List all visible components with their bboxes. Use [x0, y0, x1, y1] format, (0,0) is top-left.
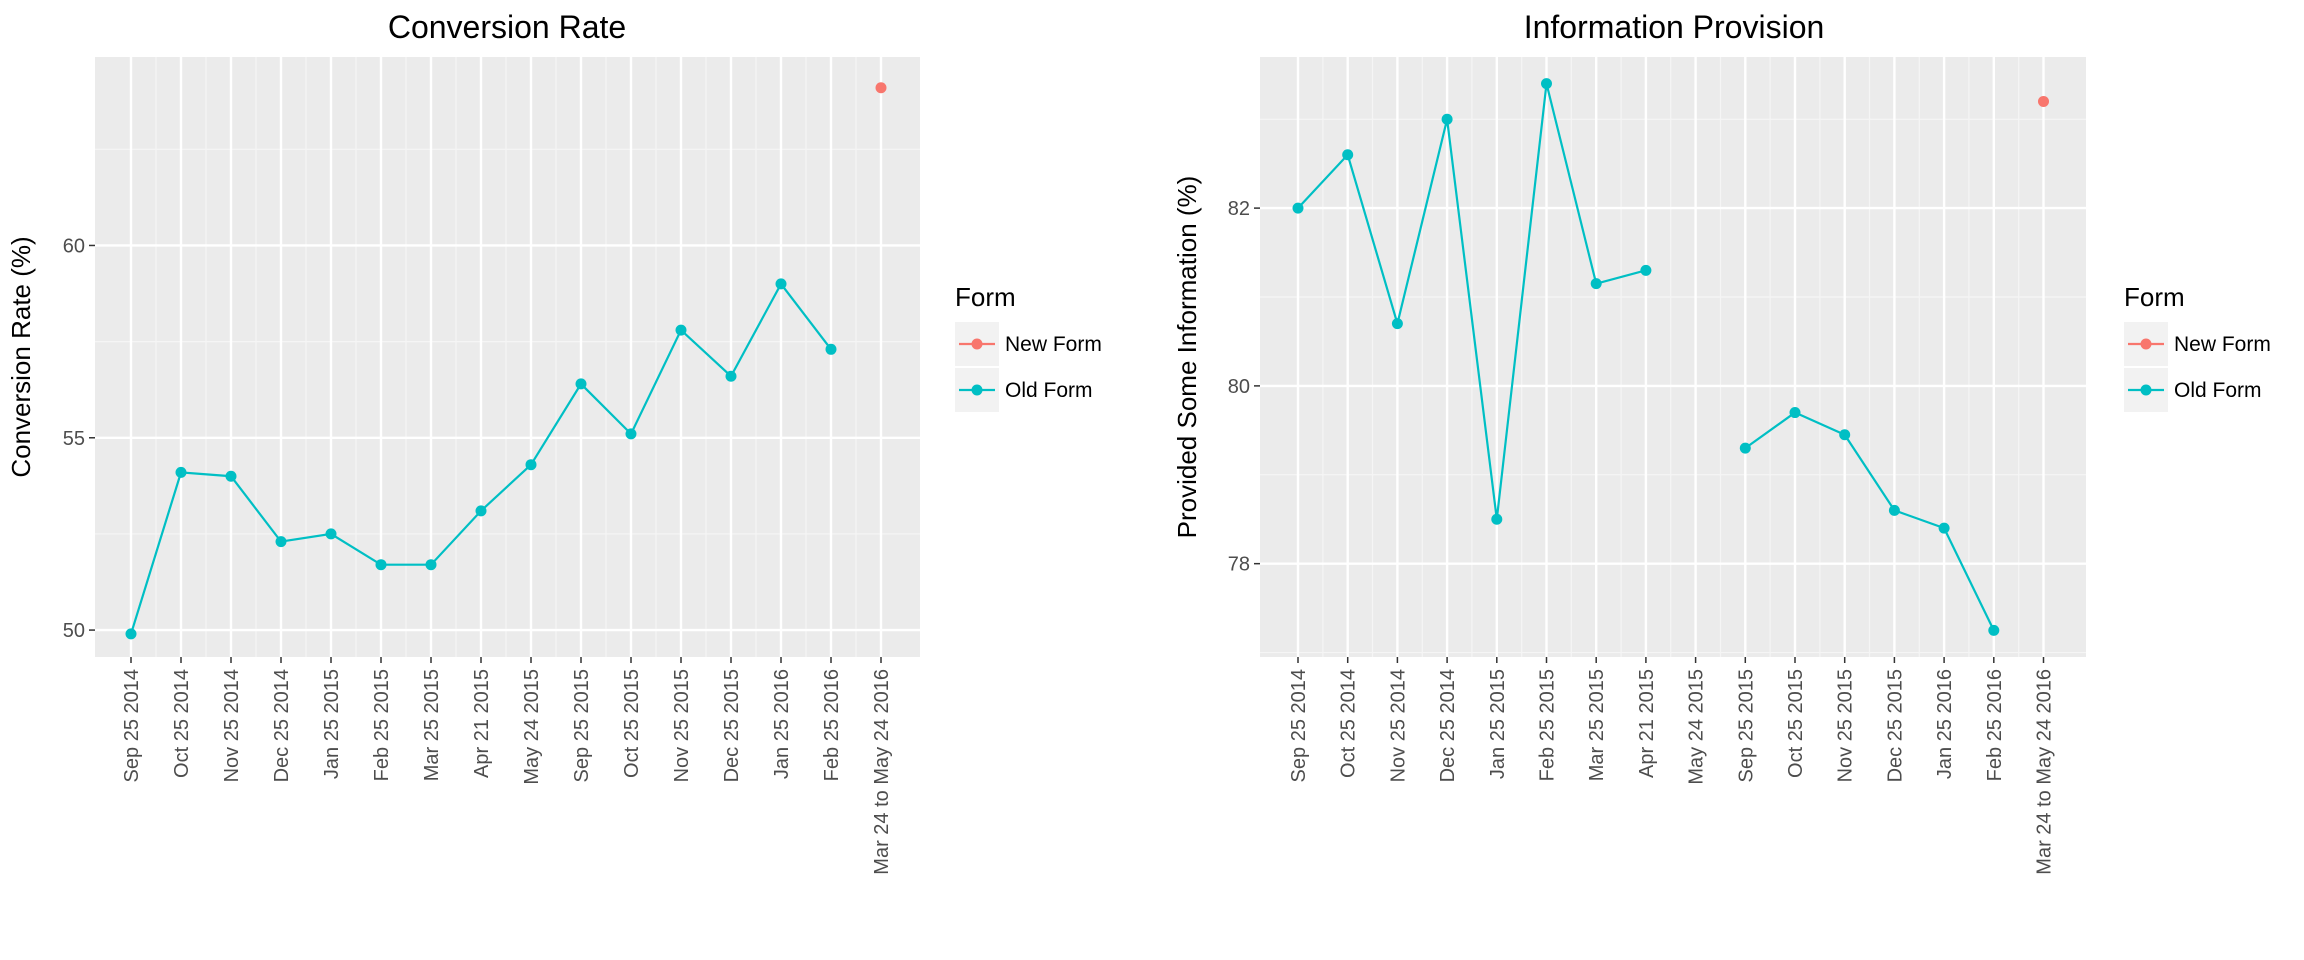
legend-key-point	[2140, 338, 2152, 350]
y-axis-label: Conversion Rate (%)	[6, 236, 36, 477]
x-tick-label: Dec 25 2014	[271, 669, 293, 782]
data-point-old-form	[175, 466, 187, 478]
x-tick-label: Oct 25 2014	[1338, 669, 1360, 778]
legend-label: Old Form	[1005, 379, 1093, 402]
x-tick-label: Oct 25 2015	[1785, 669, 1807, 778]
legend-label: New Form	[2174, 333, 2271, 356]
data-point-old-form	[725, 370, 737, 382]
x-tick-label: Sep 25 2014	[121, 669, 143, 782]
legend-title: Form	[2124, 282, 2185, 312]
x-tick-label: Dec 25 2015	[721, 669, 743, 782]
y-tick-label: 55	[63, 428, 85, 450]
x-tick-label: Apr 21 2015	[471, 669, 493, 778]
data-point-old-form	[1491, 513, 1503, 525]
x-tick-label: Nov 25 2015	[671, 669, 693, 782]
data-point-old-form	[425, 559, 437, 571]
x-tick-label: Feb 25 2016	[1984, 669, 2006, 781]
x-tick-label: Feb 25 2015	[1537, 669, 1559, 781]
data-point-old-form	[1640, 264, 1652, 276]
data-point-old-form	[675, 324, 687, 336]
data-point-old-form	[375, 559, 387, 571]
x-tick-label: Feb 25 2015	[371, 669, 393, 781]
data-point-new-form	[2038, 95, 2049, 107]
y-tick-label: 82	[1228, 198, 1250, 220]
x-tick-label: Apr 21 2015	[1636, 669, 1658, 778]
x-tick-label: Mar 24 to May 24 2016	[871, 669, 893, 875]
y-tick-label: 60	[63, 235, 85, 257]
x-tick-label: Sep 25 2014	[1288, 669, 1310, 782]
data-point-old-form	[225, 470, 237, 482]
x-tick-label: Sep 25 2015	[1735, 669, 1757, 782]
y-tick-label: 80	[1228, 376, 1250, 398]
data-point-new-form	[875, 82, 887, 94]
chart-2: Information Provision 78 80 82 Sep 25 2014 Oc…	[1172, 9, 2271, 875]
legend: Form New Form Old Form	[955, 282, 1102, 412]
y-tick-label: 78	[1228, 554, 1250, 576]
data-point-old-form	[125, 628, 137, 640]
data-point-old-form	[1739, 442, 1751, 454]
data-point-old-form	[1590, 278, 1602, 290]
data-point-old-form	[1292, 202, 1304, 214]
x-tick-label: Nov 25 2014	[1387, 669, 1409, 782]
x-tick-label: Sep 25 2015	[571, 669, 593, 782]
x-tick-label: Jan 25 2016	[1934, 669, 1956, 779]
x-tick-label: Nov 25 2015	[1835, 669, 1857, 782]
legend-title: Form	[955, 282, 1016, 312]
x-tick-label: May 24 2015	[1686, 669, 1708, 785]
data-point-old-form	[825, 343, 837, 355]
x-tick-label: May 24 2015	[521, 669, 543, 785]
x-tick-label: Mar 25 2015	[421, 669, 443, 781]
data-point-old-form	[575, 378, 587, 390]
data-point-old-form	[1888, 504, 1900, 516]
data-point-old-form	[1789, 407, 1801, 419]
x-tick-label: Nov 25 2014	[221, 669, 243, 782]
chart-title: Conversion Rate	[388, 9, 626, 45]
x-tick-label: Jan 25 2015	[321, 669, 343, 779]
data-point-old-form	[525, 459, 537, 471]
x-tick-label: Oct 25 2015	[621, 669, 643, 778]
data-point-old-form	[625, 428, 637, 440]
data-point-old-form	[1541, 78, 1552, 90]
data-point-old-form	[1441, 113, 1453, 125]
series-line-old-form	[1744, 411, 1995, 631]
chart-title: Information Provision	[1524, 9, 1825, 45]
x-tick-label: Jan 25 2015	[1487, 669, 1509, 779]
y-axis-label: Provided Some Information (%)	[1172, 176, 1202, 539]
x-tick-label: Mar 25 2015	[1586, 669, 1608, 781]
legend-key-point	[971, 338, 983, 350]
legend-key-point	[971, 384, 983, 396]
data-point-old-form	[1839, 429, 1851, 441]
x-tick-label: Dec 25 2015	[1884, 669, 1906, 782]
y-tick-label: 50	[63, 620, 85, 642]
data-point-old-form	[475, 505, 487, 517]
data-point-old-form	[1938, 522, 1950, 534]
series-line-old-form	[1297, 83, 1647, 520]
legend: Form New Form Old Form	[2124, 282, 2271, 412]
data-point-old-form	[1988, 624, 2000, 636]
data-point-old-form	[275, 536, 287, 548]
legend-key-point	[2140, 384, 2152, 396]
x-tick-label: Jan 25 2016	[771, 669, 793, 779]
data-point-old-form	[325, 528, 337, 540]
legend-label: Old Form	[2174, 379, 2262, 402]
x-tick-label: Feb 25 2016	[821, 669, 843, 781]
x-tick-label: Dec 25 2014	[1437, 669, 1459, 782]
data-point-old-form	[1342, 149, 1354, 161]
plot-panel	[95, 57, 920, 657]
data-point-old-form	[775, 278, 787, 290]
x-tick-label: Oct 25 2014	[171, 669, 193, 778]
chart-1: Conversion Rate 50 55 60 Sep 25 2014 Oct 25 2…	[6, 9, 1102, 875]
legend-label: New Form	[1005, 333, 1102, 356]
data-point-old-form	[1391, 318, 1403, 330]
x-tick-label: Mar 24 to May 24 2016	[2034, 669, 2056, 875]
